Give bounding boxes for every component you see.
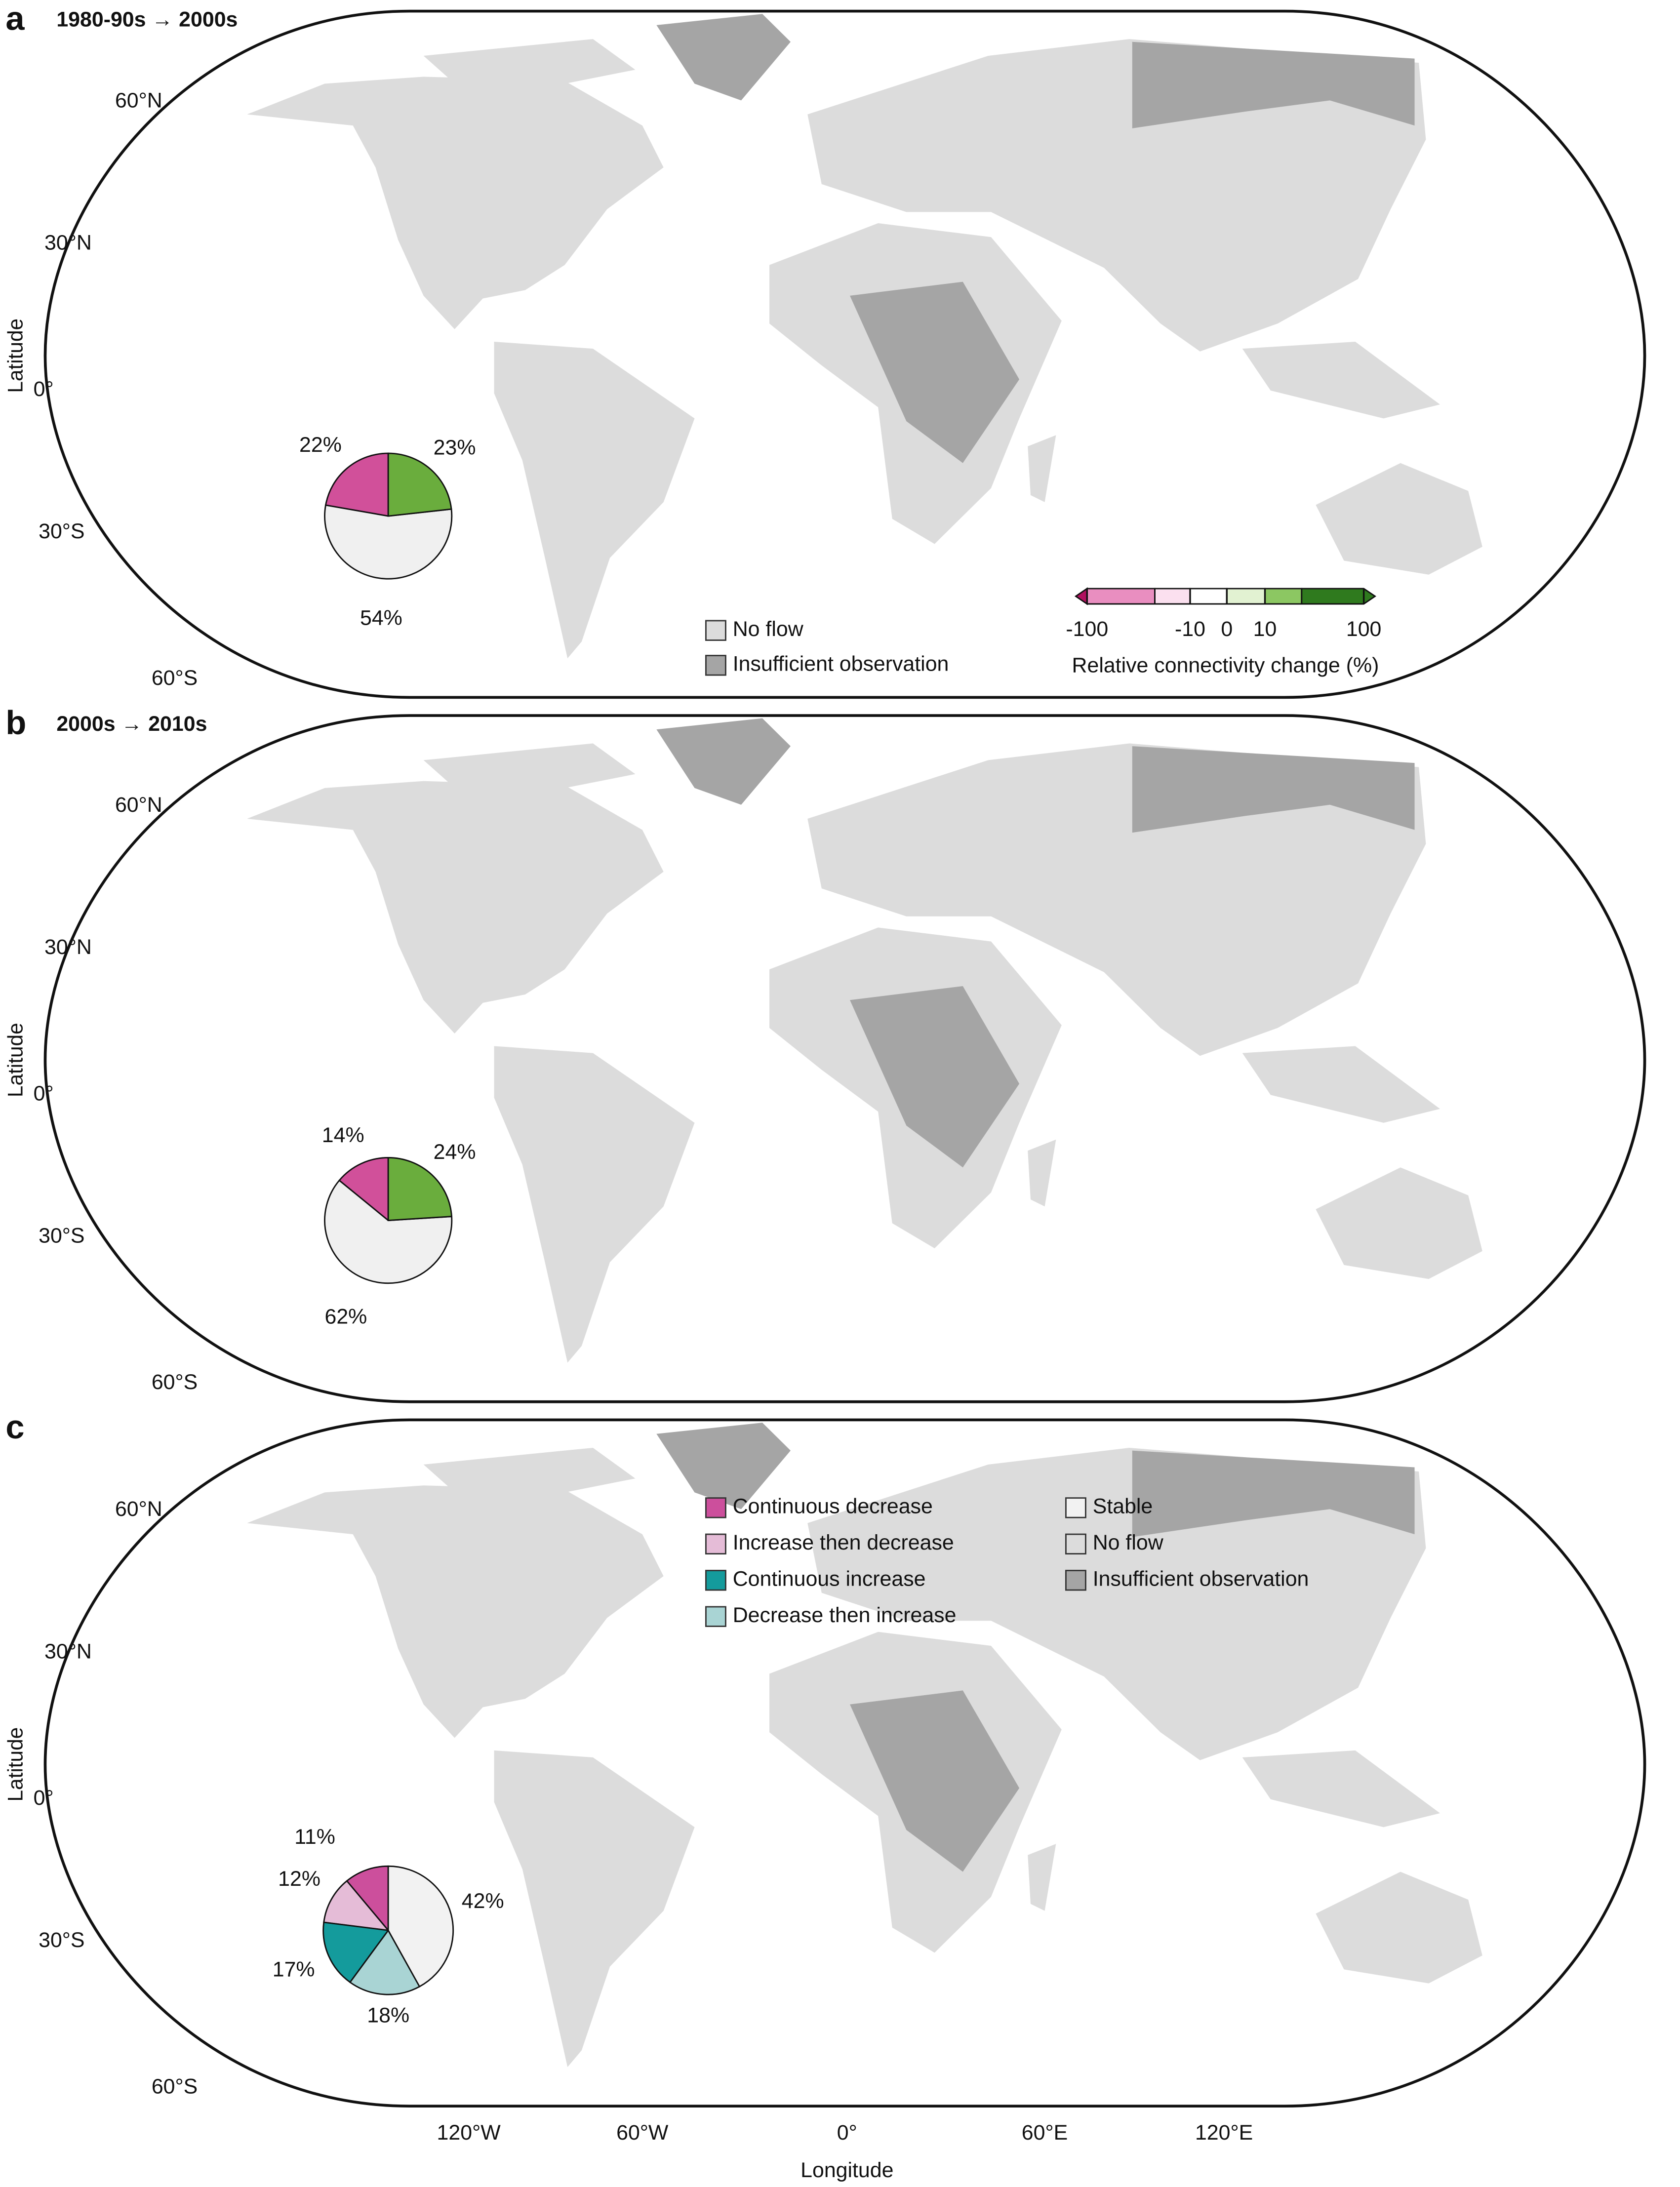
legend-swatch [705,1533,726,1555]
colorbar-tick-label: 10 [1253,617,1277,641]
lon-tick-label: 60°E [1022,2121,1068,2145]
colorbar-segment [1264,588,1303,605]
pie-label: 42% [462,1889,504,1913]
y-axis-label: Latitude [3,1727,27,1802]
legend-label: Continuous increase [733,1567,926,1591]
panel-letter: a [5,0,25,37]
colorbar-tick-label: -10 [1175,617,1205,641]
lat-tick-label: 60°S [152,2075,198,2099]
legend-label: No flow [733,617,803,641]
pie-slice [338,1157,389,1222]
pie-slice [387,1157,453,1222]
legend-label: Insufficient observation [1093,1567,1309,1591]
lon-tick-label: 0° [837,2121,857,2145]
x-axis-label: Longitude [800,2158,893,2182]
lat-tick-label: 30°N [44,1640,92,1664]
pie-slice [323,1880,390,1932]
colorbar-segment [1189,588,1228,605]
legend-swatch [1065,1533,1086,1555]
lat-tick-label: 60°N [115,1497,162,1521]
pie-label: 14% [322,1123,364,1147]
pie-label: 62% [325,1305,367,1329]
legend-label: Decrease then increase [733,1603,957,1627]
pie-label: 11% [294,1825,335,1849]
lat-tick-label: 0° [34,1786,54,1810]
pie-slice [387,452,452,517]
pie-slice [387,1865,454,1988]
lat-tick-label: 60°S [152,666,198,690]
lat-tick-label: 60°N [115,793,162,817]
pie-label: 54% [360,606,402,630]
legend-swatch [705,1570,726,1591]
pie-slice [324,452,389,517]
lat-tick-label: 60°S [152,1370,198,1394]
colorbar-tick-label: -100 [1066,617,1108,641]
colorbar-tick-label: 100 [1346,617,1382,641]
map-b [45,716,1644,1402]
lon-tick-label: 120°W [437,2121,501,2145]
legend-label: Insufficient observation [733,652,949,676]
pie-slice [349,1929,421,1995]
lat-tick-label: 0° [34,377,54,401]
map-c [45,1420,1644,2106]
legend-swatch [705,620,726,641]
pie-label: 24% [434,1140,476,1164]
lat-tick-label: 30°S [39,1224,84,1248]
pie-label: 22% [299,433,342,457]
lat-tick-label: 60°N [115,89,162,113]
lat-tick-label: 30°N [44,935,92,959]
legend-swatch [705,655,726,676]
pie-slice [322,1921,390,1984]
legend-label: Continuous decrease [733,1495,933,1518]
colorbar-tick-label: 0 [1221,617,1233,641]
legend-swatch [705,1497,726,1518]
legend-swatch [705,1606,726,1627]
colorbar-segment [1086,588,1156,605]
y-axis-label: Latitude [3,1023,27,1097]
y-axis-label: Latitude [3,318,27,393]
colorbar-segment [1154,588,1191,605]
legend-swatch [1065,1570,1086,1591]
legend-swatch [1065,1497,1086,1518]
pie-label: 17% [273,1958,315,1982]
legend-label: Stable [1093,1495,1153,1518]
panel-title: 2000s → 2010s [56,712,207,736]
colorbar-segment [1226,588,1266,605]
lat-tick-label: 30°S [39,519,84,543]
lon-tick-label: 120°E [1195,2121,1253,2145]
panel-letter: b [5,704,26,742]
lat-tick-label: 0° [34,1082,54,1106]
pie-label: 23% [434,436,476,460]
legend-label: Increase then decrease [733,1531,954,1554]
map-a [45,11,1644,698]
colorbar-title: Relative connectivity change (%) [1072,654,1379,677]
lat-tick-label: 30°S [39,1928,84,1952]
pie-slice [324,1179,453,1284]
pie-label: 12% [278,1867,320,1891]
lat-tick-label: 30°N [44,231,92,255]
pie-label: 18% [367,2004,409,2028]
panel-letter: c [5,1409,24,1446]
colorbar-segment [1301,588,1377,605]
pie-slice [346,1865,389,1933]
lon-tick-label: 60°W [616,2121,669,2145]
panel-title: 1980-90s → 2000s [56,8,238,32]
pie-slice [324,504,453,580]
legend-label: No flow [1093,1531,1163,1554]
